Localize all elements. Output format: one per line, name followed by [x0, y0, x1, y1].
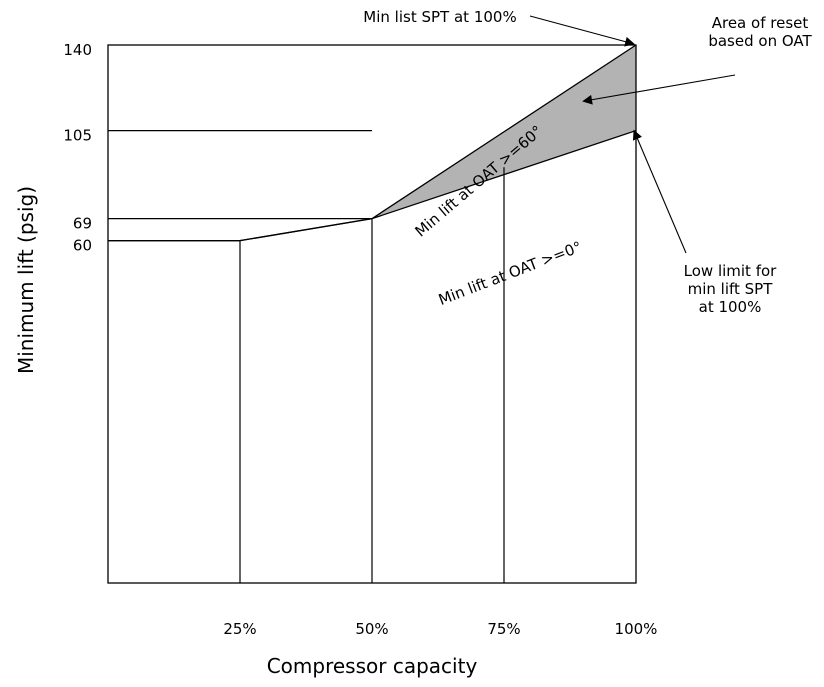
y-axis-title: Minimum lift (psig) [14, 186, 38, 374]
series-label-oat_low: Min lift at OAT >=0° [436, 238, 584, 309]
y-tick-label: 105 [63, 127, 92, 145]
annotation-text-line: Low limit for [684, 262, 778, 280]
x-tick-label: 25% [223, 620, 256, 638]
annotation-arrow [529, 15, 635, 47]
y-tick-label: 140 [63, 41, 92, 59]
x-tick-label: 75% [487, 620, 520, 638]
y-tick-label: 69 [73, 215, 92, 233]
x-tick-label: 50% [355, 620, 388, 638]
annotation-text-line: Min list SPT at 100% [363, 8, 516, 26]
annotation-text-line: based on OAT [708, 32, 812, 50]
annotation-arrow [582, 74, 736, 105]
annotation-text-line: Area of reset [712, 14, 809, 32]
annotation-text-line: at 100% [699, 298, 762, 316]
x-tick-label: 100% [615, 620, 658, 638]
series-line-oat_low [108, 129, 637, 242]
y-tick-label: 60 [73, 237, 92, 255]
x-axis-title: Compressor capacity [267, 654, 478, 678]
annotation-arrow [632, 129, 687, 254]
annotation-top: Min list SPT at 100% [363, 8, 635, 47]
annotation-text-line: min lift SPT [688, 280, 774, 298]
